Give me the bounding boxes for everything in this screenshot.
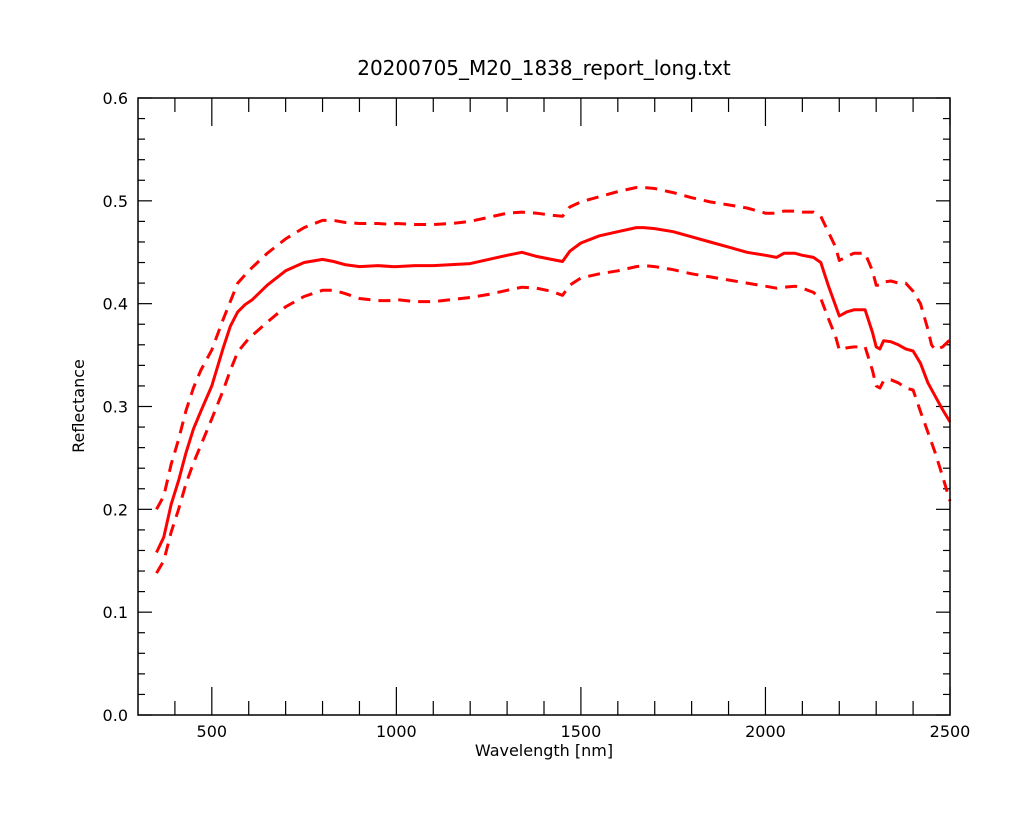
y-axis-ticks: 0.0 0.1 0.2 0.3 0.4 0.5 0.6 (103, 89, 950, 725)
series-layer (155, 186, 952, 574)
y-axis-label: Reflectance (69, 359, 88, 453)
series-line-mean (155, 226, 952, 554)
y-tick-label: 0.2 (103, 500, 128, 519)
x-axis-ticks: 500 1000 1500 2000 2500 (174, 98, 971, 741)
y-tick-label: 0.6 (103, 89, 128, 108)
x-tick-label: 2000 (745, 722, 786, 741)
y-tick-label: 0.4 (103, 295, 128, 314)
y-tick-label: 0.1 (103, 603, 128, 622)
plot-frame (137, 97, 951, 716)
x-tick-label: 2500 (930, 722, 971, 741)
x-tick-label: 500 (197, 722, 228, 741)
y-tick-label: 0.5 (103, 192, 128, 211)
y-tick-label: 0.3 (103, 398, 128, 417)
x-tick-label: 1500 (561, 722, 602, 741)
x-axis-label: Wavelength [nm] (475, 741, 613, 760)
chart-title: 20200705_M20_1838_report_long.txt (357, 56, 731, 80)
series-line-bound-2 (155, 264, 952, 574)
series-line-bound-1 (155, 186, 952, 511)
y-tick-label: 0.0 (103, 706, 128, 725)
x-tick-label: 1000 (376, 722, 417, 741)
